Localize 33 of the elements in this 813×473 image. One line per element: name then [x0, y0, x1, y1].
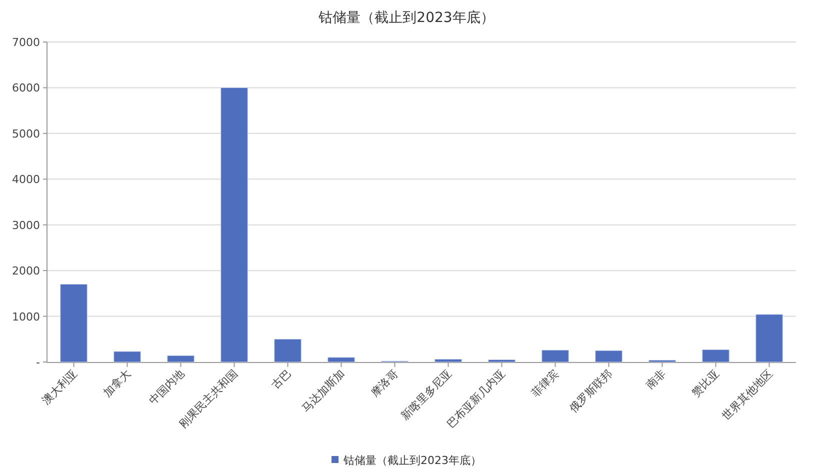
x-tick-label: 南非	[644, 366, 668, 392]
bar	[220, 87, 248, 362]
y-tick-label: 3000	[12, 218, 40, 232]
x-tick-label: 加拿大	[100, 366, 134, 400]
legend-label: 钴储量（截止到2023年底）	[342, 454, 482, 467]
bar	[114, 351, 141, 362]
bar	[542, 350, 569, 362]
x-tick-label: 澳大利亚	[40, 366, 80, 408]
bar	[274, 338, 302, 362]
y-tick-label: -	[36, 356, 40, 369]
x-tick-label: 世界其他地区	[720, 366, 776, 423]
y-tick-label: 4000	[12, 173, 40, 186]
bar	[60, 284, 88, 362]
bar	[488, 359, 516, 362]
bar	[756, 314, 783, 362]
x-tick-label: 赞比亚	[689, 366, 722, 400]
y-tick-label: 5000	[12, 127, 40, 140]
y-tick-label: 1000	[12, 310, 40, 324]
y-tick-label: 7000	[12, 36, 40, 49]
x-tick-label: 菲律宾	[528, 366, 562, 400]
bar	[595, 350, 622, 362]
bar	[702, 349, 730, 362]
bar	[328, 357, 355, 362]
chart-title: 钴储量（截止到2023年底）	[318, 10, 494, 26]
x-tick-label: 马达加斯加	[299, 366, 348, 416]
y-tick-label: 6000	[12, 82, 40, 95]
x-tick-label: 摩洛哥	[368, 366, 401, 400]
x-tick-label: 古巴	[269, 366, 294, 392]
y-tick-label: 2000	[12, 264, 40, 278]
x-tick-label: 中国内地	[146, 366, 187, 408]
x-tick-label: 俄罗斯联邦	[566, 366, 615, 416]
bar	[434, 359, 462, 362]
bar	[167, 355, 194, 362]
